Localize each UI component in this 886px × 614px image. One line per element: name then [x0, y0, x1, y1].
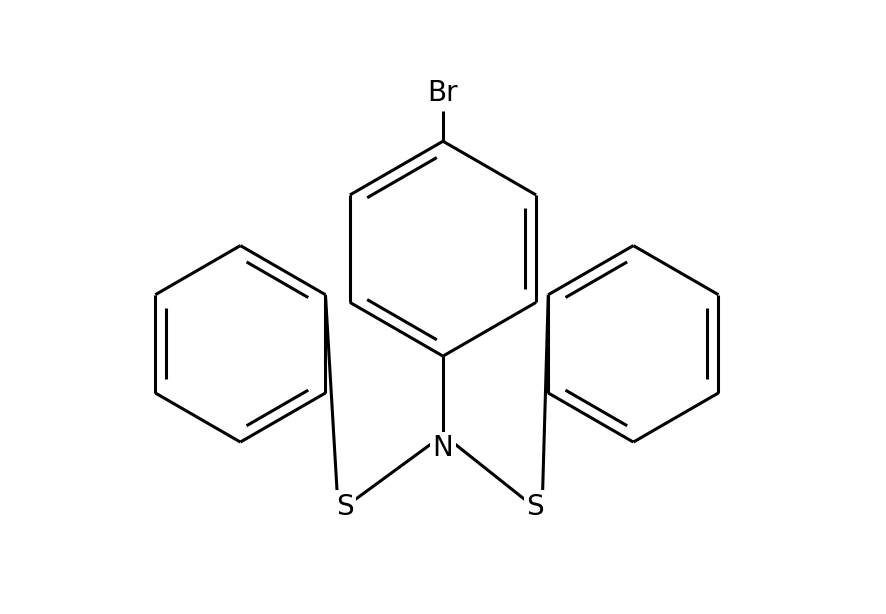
- Text: S: S: [336, 492, 354, 521]
- Text: N: N: [432, 434, 454, 462]
- Text: S: S: [526, 492, 544, 521]
- Text: Br: Br: [428, 79, 458, 107]
